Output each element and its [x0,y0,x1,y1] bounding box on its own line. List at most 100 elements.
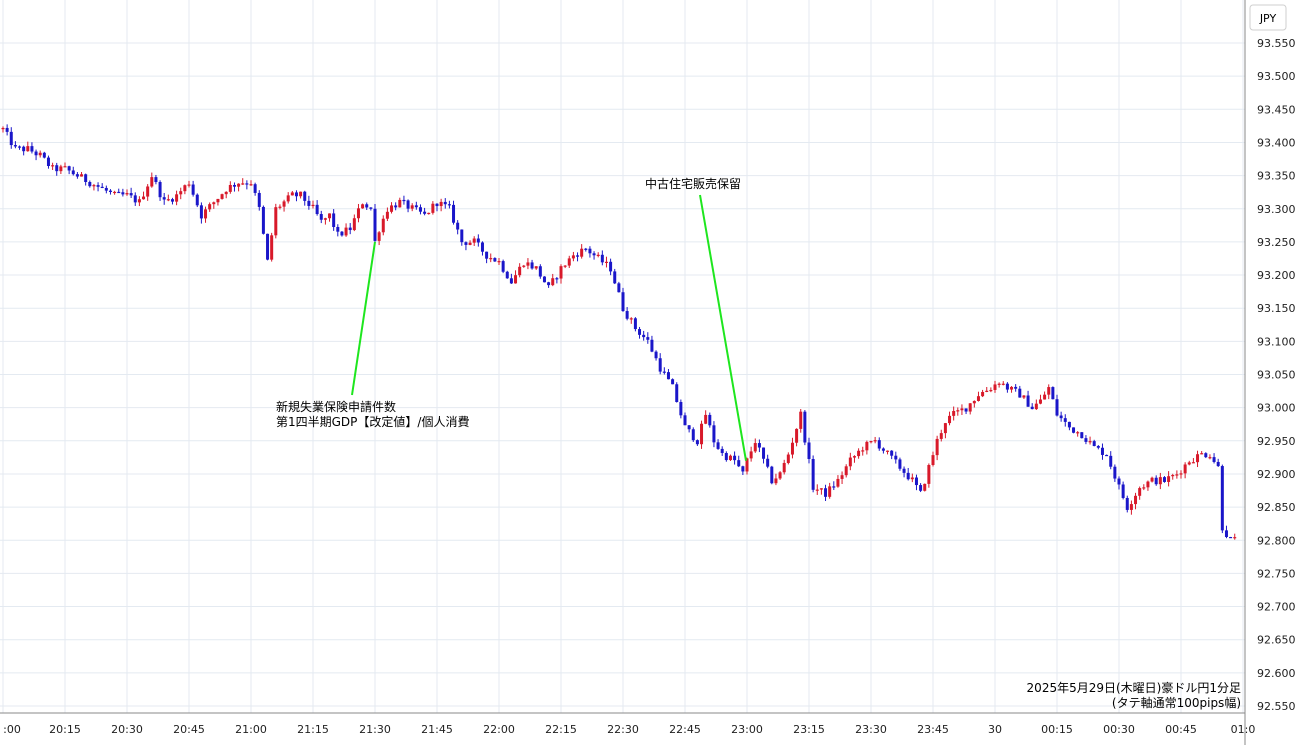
candle-body [1204,453,1208,458]
candlesticks [1,124,1237,540]
candle-body [398,199,402,208]
candle-body [1051,387,1055,400]
candle-body [968,403,972,412]
y-tick-label: 93.300 [1257,203,1296,216]
candle-body [671,379,675,385]
candle-body [708,414,712,426]
y-tick-label: 93.050 [1257,369,1296,382]
candle-body [431,203,435,213]
x-tick-label: 00:30 [1103,723,1135,736]
candle-body [571,255,575,259]
candle-body [629,318,633,320]
candle-body [840,475,844,479]
candle-body [290,192,294,196]
candle-body [733,455,737,461]
candle-body [1117,478,1121,485]
y-tick-label: 93.000 [1257,402,1296,415]
candle-body [894,455,898,460]
candle-body [844,466,848,476]
y-tick-label: 92.750 [1257,567,1296,580]
candle-body [1084,438,1088,442]
candle-body [1162,477,1166,482]
candle-body [96,185,100,187]
candle-body [1187,462,1191,465]
candle-body [576,255,580,257]
candle-body [782,462,786,473]
candle-body [687,425,691,430]
candle-body [170,199,174,202]
annotation-pointer-line [699,194,747,461]
candle-body [956,410,960,412]
candle-body [1146,481,1150,488]
candle-body [377,232,381,241]
candle-body [1229,536,1233,539]
candle-body [1220,466,1224,531]
candle-body [1088,441,1092,443]
candle-body [38,152,42,156]
x-tick-label: 22:15 [545,723,577,736]
candle-body [1138,488,1142,496]
candle-body [588,248,592,254]
candle-body [778,472,782,479]
x-tick-label: 23:30 [855,723,887,736]
candle-body [1183,464,1187,474]
candle-body [237,183,241,187]
candle-body [208,204,212,210]
candle-body [989,389,993,392]
candle-body [1113,466,1117,479]
candle-body [526,262,530,266]
candle-body [1055,399,1059,416]
candle-body [1142,487,1146,489]
candle-body [869,441,873,443]
candle-body [493,258,497,262]
candle-body [26,146,30,152]
candle-body [286,195,290,202]
candle-body [137,199,141,203]
candle-body [59,166,63,172]
candle-body [534,266,538,269]
candle-body [220,194,224,199]
candle-body [617,283,621,293]
candle-body [332,213,336,228]
x-tick-label: 21:15 [297,723,329,736]
candle-body [1043,394,1047,400]
candle-body [117,191,121,194]
candle-body [100,186,104,189]
candle-body [1167,476,1171,482]
annotation-label: 中古住宅販売保留 [645,176,741,191]
candle-body [538,266,542,277]
candle-body [724,453,728,461]
candle-body [910,477,914,480]
candle-body [505,271,509,279]
candle-body [1171,475,1175,477]
candle-body [518,266,522,276]
candle-body [30,146,34,152]
candle-body [299,191,303,197]
candle-body [935,438,939,456]
candle-body [1010,386,1014,390]
candle-body [753,443,757,452]
candle-body [253,184,257,193]
candle-body [741,466,745,472]
candle-body [952,410,956,416]
candle-body [745,458,749,472]
candle-body [675,384,679,403]
candle-body [621,292,625,312]
candle-body [348,227,352,231]
candle-body [13,145,17,147]
candle-body [757,443,761,448]
candle-body [282,201,286,207]
currency-box [1249,4,1287,31]
time-axis[interactable]: :00 20:15 20:30 20:45 21:00 21:15 21:30 21:45 22… [3,723,1255,736]
price-axis[interactable]: 93.550 93.500 93.450 93.400 93.350 93.300 93.2… [1257,37,1296,713]
candle-body [187,184,191,186]
y-tick-label: 93.500 [1257,70,1296,83]
candle-body [584,248,588,250]
candle-body [625,311,629,319]
candle-body [877,440,881,449]
candle-body [865,441,869,451]
candle-body [84,174,88,182]
candle-body [1175,474,1179,476]
candle-body [146,186,150,197]
candle-body [923,483,927,491]
